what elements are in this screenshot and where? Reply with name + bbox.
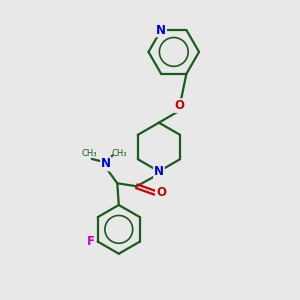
Text: N: N (101, 158, 111, 170)
Text: N: N (156, 23, 166, 37)
Text: CH₃: CH₃ (82, 149, 97, 158)
Text: O: O (156, 186, 166, 199)
Text: CH₃: CH₃ (111, 149, 127, 158)
Text: F: F (87, 235, 95, 248)
Text: O: O (174, 99, 184, 112)
Text: N: N (154, 165, 164, 178)
